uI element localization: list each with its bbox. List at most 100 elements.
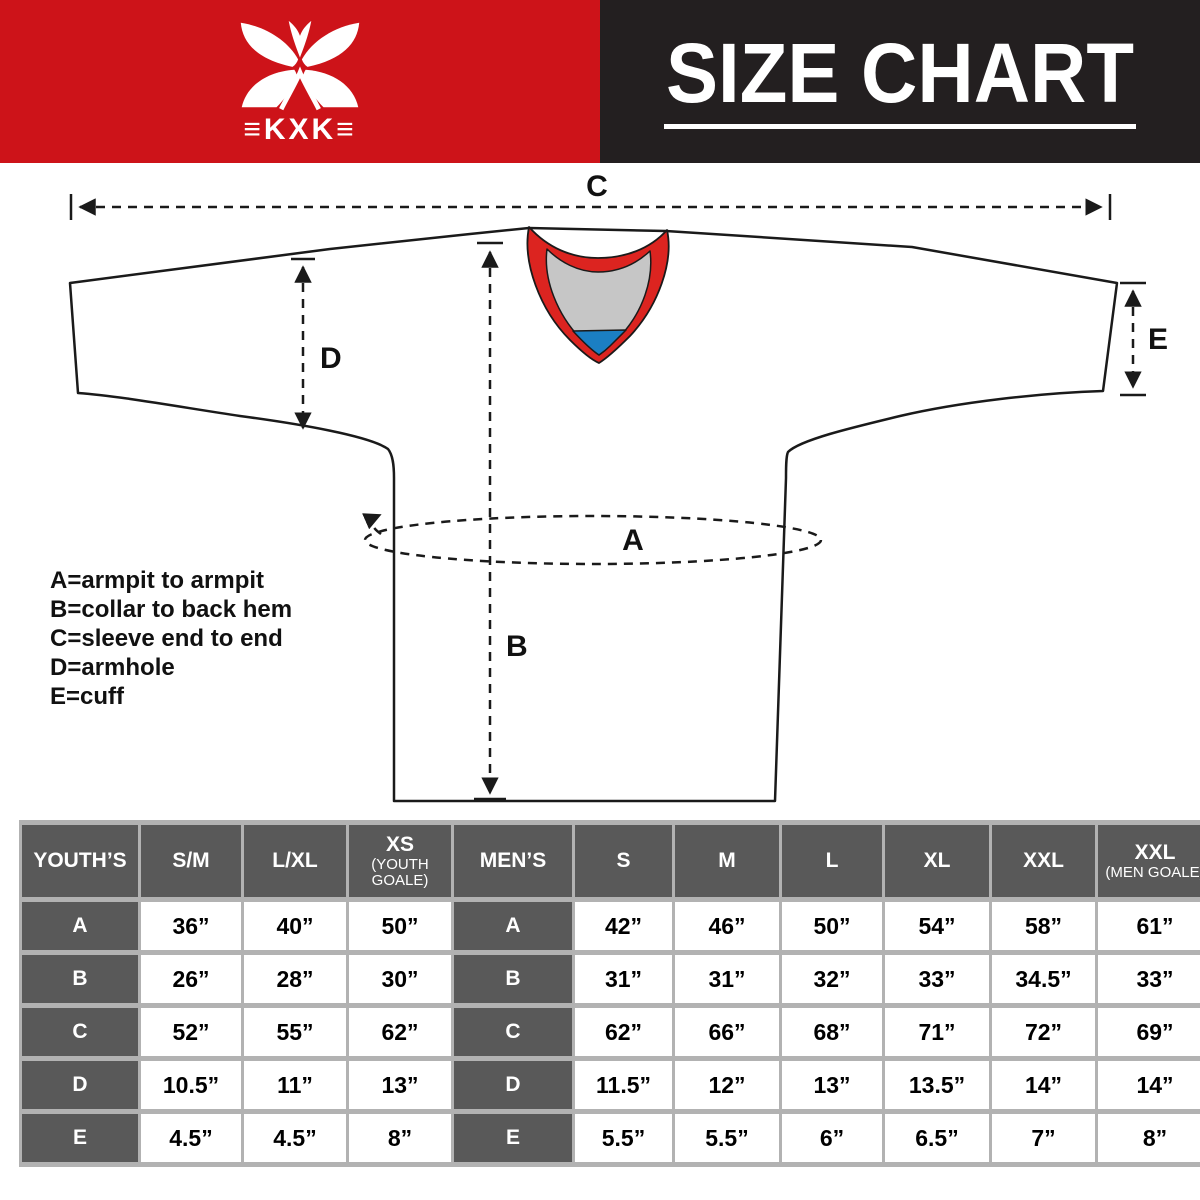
value-cell: 28” <box>244 955 346 1003</box>
measure-arrow-e <box>1120 281 1146 397</box>
value-cell: 72” <box>992 1008 1095 1056</box>
value-cell: 54” <box>885 902 989 950</box>
value-cell: 5.5” <box>675 1114 779 1162</box>
value-cell: 13” <box>782 1061 882 1109</box>
header-cell: YOUTH’S <box>22 825 138 897</box>
value-cell: 50” <box>782 902 882 950</box>
header-cell: XXL <box>992 825 1095 897</box>
value-cell: 13.5” <box>885 1061 989 1109</box>
measure-label-b: B <box>506 630 528 663</box>
value-cell: 66” <box>675 1008 779 1056</box>
value-cell: 14” <box>992 1061 1095 1109</box>
row-label-cell: B <box>22 955 138 1003</box>
value-cell: 52” <box>141 1008 241 1056</box>
row-label-cell: D <box>22 1061 138 1109</box>
value-cell: 11.5” <box>575 1061 672 1109</box>
measure-arrow-a <box>362 513 823 566</box>
legend-line-b: B=collar to back hem <box>50 596 293 623</box>
measure-arrow-c <box>69 194 1112 220</box>
value-cell: 14” <box>1098 1061 1200 1109</box>
legend: A=armpit to armpit B=collar to back hem … <box>50 566 292 711</box>
size-table: YOUTH’S S/M L/XL XS (YOUTH GOALE) MEN’S S M L XL X… <box>19 820 1200 1167</box>
measure-arrow-b <box>474 241 506 801</box>
legend-line-d: D=armhole <box>50 654 175 681</box>
value-cell: 71” <box>885 1008 989 1056</box>
value-cell: 31” <box>575 955 672 1003</box>
header: ≡KXK≡ SIZE CHART <box>0 0 1200 163</box>
table-row: B 26” 28” 30” B 31” 31” 32” 33” 34.5” 33” <box>22 955 1200 1003</box>
header-cell: MEN’S <box>454 825 572 897</box>
jersey-diagram: C D B A E <box>68 170 1168 803</box>
legend-line-e: E=cuff <box>50 683 125 710</box>
page-title: SIZE CHART <box>666 25 1134 121</box>
value-cell: 61” <box>1098 902 1200 950</box>
row-label-cell: A <box>454 902 572 950</box>
value-cell: 42” <box>575 902 672 950</box>
legend-line-c: C=sleeve end to end <box>50 625 283 652</box>
value-cell: 4.5” <box>244 1114 346 1162</box>
table-row: C 52” 55” 62” C 62” 66” 68” 71” 72” 69” <box>22 1008 1200 1056</box>
measure-label-d: D <box>320 342 342 375</box>
value-cell: 62” <box>349 1008 451 1056</box>
table-row: E 4.5” 4.5” 8” E 5.5” 5.5” 6” 6.5” 7” 8” <box>22 1114 1200 1162</box>
row-label-cell: E <box>22 1114 138 1162</box>
value-cell: 55” <box>244 1008 346 1056</box>
table-row: D 10.5” 11” 13” D 11.5” 12” 13” 13.5” 14” 14” <box>22 1061 1200 1109</box>
value-cell: 62” <box>575 1008 672 1056</box>
value-cell: 32” <box>782 955 882 1003</box>
row-label-cell: D <box>454 1061 572 1109</box>
measure-arrow-d <box>291 257 315 430</box>
value-cell: 34.5” <box>992 955 1095 1003</box>
value-cell: 58” <box>992 902 1095 950</box>
collar-tip <box>572 329 627 356</box>
value-cell: 6” <box>782 1114 882 1162</box>
value-cell: 33” <box>885 955 989 1003</box>
value-cell: 12” <box>675 1061 779 1109</box>
value-cell: 7” <box>992 1114 1095 1162</box>
legend-line-a: A=armpit to armpit <box>50 567 265 594</box>
value-cell: 8” <box>349 1114 451 1162</box>
value-cell: 40” <box>244 902 346 950</box>
header-cell: XL <box>885 825 989 897</box>
measure-label-c: C <box>586 170 608 203</box>
header-cell: XXL (MEN GOALE) <box>1098 825 1200 897</box>
value-cell: 8” <box>1098 1114 1200 1162</box>
header-cell: S/M <box>141 825 241 897</box>
value-cell: 6.5” <box>885 1114 989 1162</box>
header-cell: M <box>675 825 779 897</box>
brand-banner: ≡KXK≡ <box>0 0 600 163</box>
value-cell: 50” <box>349 902 451 950</box>
value-cell: 5.5” <box>575 1114 672 1162</box>
measure-label-a: A <box>622 524 644 557</box>
value-cell: 4.5” <box>141 1114 241 1162</box>
value-cell: 36” <box>141 902 241 950</box>
value-cell: 69” <box>1098 1008 1200 1056</box>
kxk-logo-icon <box>240 20 360 111</box>
value-cell: 30” <box>349 955 451 1003</box>
brand-logo-text: ≡KXK≡ <box>243 113 357 146</box>
value-cell: 10.5” <box>141 1061 241 1109</box>
header-cell: L/XL <box>244 825 346 897</box>
value-cell: 11” <box>244 1061 346 1109</box>
header-cell: XS (YOUTH GOALE) <box>349 825 451 897</box>
value-cell: 31” <box>675 955 779 1003</box>
row-label-cell: C <box>22 1008 138 1056</box>
row-label-cell: C <box>454 1008 572 1056</box>
value-cell: 46” <box>675 902 779 950</box>
row-label-cell: A <box>22 902 138 950</box>
title-banner: SIZE CHART <box>600 0 1200 163</box>
table-row: A 36” 40” 50” A 42” 46” 50” 54” 58” 61” <box>22 902 1200 950</box>
value-cell: 33” <box>1098 955 1200 1003</box>
measure-label-e: E <box>1148 323 1168 356</box>
row-label-cell: E <box>454 1114 572 1162</box>
row-label-cell: B <box>454 955 572 1003</box>
value-cell: 13” <box>349 1061 451 1109</box>
title-underline <box>664 124 1136 129</box>
value-cell: 68” <box>782 1008 882 1056</box>
table-header-row: YOUTH’S S/M L/XL XS (YOUTH GOALE) MEN’S S M L XL X… <box>22 825 1200 897</box>
header-cell: L <box>782 825 882 897</box>
jersey-outline <box>68 226 1119 803</box>
value-cell: 26” <box>141 955 241 1003</box>
header-cell: S <box>575 825 672 897</box>
